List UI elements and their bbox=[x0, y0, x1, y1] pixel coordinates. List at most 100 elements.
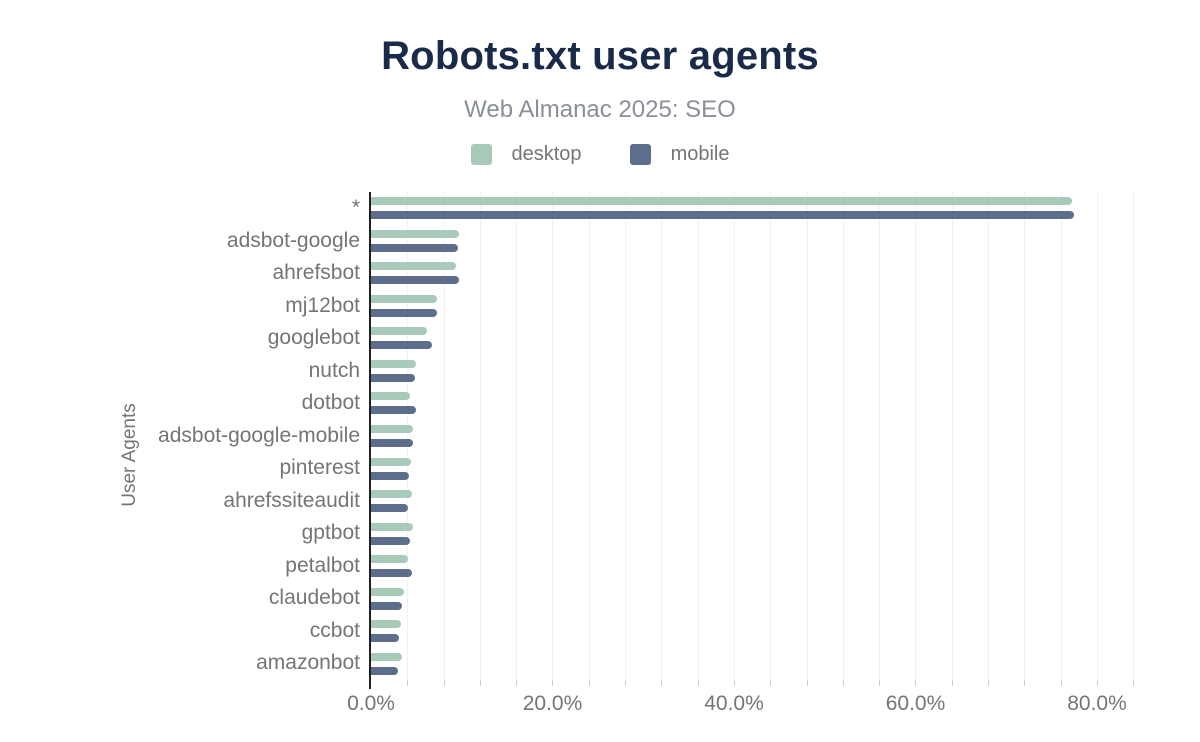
axis-tick bbox=[552, 680, 554, 686]
legend-label-mobile: mobile bbox=[670, 143, 730, 165]
bar-desktop-ahrefsbot bbox=[371, 262, 457, 271]
gridline bbox=[479, 192, 481, 680]
gridline bbox=[552, 192, 554, 680]
category-label: * bbox=[351, 196, 360, 219]
axis-tick bbox=[1133, 680, 1135, 686]
legend-swatch-desktop bbox=[470, 144, 492, 165]
x-tick-label: 20.0% bbox=[522, 692, 583, 715]
bar-mobile-pinterest bbox=[371, 471, 410, 480]
gridline bbox=[588, 192, 590, 680]
bar-desktop-* bbox=[371, 197, 1072, 206]
gridline bbox=[915, 192, 917, 680]
category-label: amazonbot bbox=[256, 651, 360, 675]
gridline bbox=[1024, 192, 1026, 680]
x-tick-label: 40.0% bbox=[704, 692, 764, 715]
gridline bbox=[951, 192, 953, 680]
bar-desktop-amazonbot bbox=[371, 652, 402, 661]
category-label: dotbot bbox=[301, 391, 360, 415]
bar-desktop-gptbot bbox=[371, 522, 413, 531]
legend-swatch-mobile bbox=[629, 144, 651, 165]
bar-mobile-adsbot-google bbox=[371, 243, 459, 252]
gridline bbox=[625, 192, 627, 680]
category-label: claudebot bbox=[268, 586, 360, 610]
axis-tick bbox=[951, 680, 953, 686]
bar-mobile-adsbot-google-mobile bbox=[371, 439, 413, 447]
bar-desktop-ahrefssiteaudit bbox=[371, 490, 412, 499]
gridline bbox=[1096, 192, 1098, 680]
category-label: ahrefsbot bbox=[272, 261, 360, 285]
category-label: ccbot bbox=[309, 618, 360, 642]
category-label: petalbot bbox=[285, 553, 360, 577]
gridline bbox=[443, 192, 445, 680]
bar-mobile-* bbox=[371, 211, 1075, 220]
legend-item-mobile: mobile bbox=[629, 143, 730, 166]
gridline bbox=[516, 192, 518, 680]
category-label: gptbot bbox=[301, 521, 360, 545]
category-label: adsbot-google-mobile bbox=[158, 423, 360, 447]
gridline bbox=[697, 192, 699, 680]
axis-tick bbox=[407, 680, 409, 686]
axis-tick bbox=[516, 680, 518, 686]
bar-mobile-ahrefssiteaudit bbox=[371, 504, 409, 513]
axis-tick bbox=[1060, 680, 1062, 686]
gridline bbox=[1133, 192, 1135, 680]
axis-tick bbox=[625, 680, 627, 686]
axis-tick bbox=[806, 680, 808, 686]
bar-mobile-googlebot bbox=[371, 341, 432, 350]
axis-tick bbox=[479, 680, 481, 686]
bar-desktop-ccbot bbox=[371, 620, 401, 629]
category-label: ahrefssiteaudit bbox=[223, 488, 360, 512]
x-tick-label: 60.0% bbox=[885, 692, 946, 715]
bar-mobile-dotbot bbox=[371, 406, 417, 415]
category-label: googlebot bbox=[267, 326, 360, 350]
bar-desktop-petalbot bbox=[371, 555, 409, 564]
axis-tick bbox=[842, 680, 844, 686]
chart-subtitle: Web Almanac 2025: SEO bbox=[464, 96, 736, 123]
axis-tick bbox=[661, 680, 663, 686]
axis-tick bbox=[588, 680, 590, 686]
category-label: nutch bbox=[308, 358, 360, 382]
gridline bbox=[661, 192, 663, 680]
gridline bbox=[806, 192, 808, 680]
bar-desktop-adsbot-google-mobile bbox=[371, 425, 413, 433]
axis-tick bbox=[770, 680, 772, 686]
bar-mobile-petalbot bbox=[371, 569, 412, 578]
category-label: adsbot-google bbox=[226, 228, 360, 252]
gridline bbox=[988, 192, 990, 680]
plot-area: 0.0% 20.0% 40.0% 60.0% 80.0% bbox=[347, 192, 1146, 715]
chart-title: Robots.txt user agents bbox=[381, 34, 819, 78]
y-axis-line bbox=[369, 192, 371, 689]
bar-desktop-adsbot-google bbox=[371, 229, 460, 238]
bar-mobile-mj12bot bbox=[371, 308, 438, 317]
gridline bbox=[879, 192, 881, 680]
axis-tick bbox=[443, 680, 445, 686]
bar-mobile-amazonbot bbox=[371, 666, 399, 675]
legend-label-desktop: desktop bbox=[511, 143, 582, 165]
bar-mobile-gptbot bbox=[371, 536, 411, 545]
bar-desktop-claudebot bbox=[371, 587, 404, 596]
category-label: pinterest bbox=[279, 456, 360, 480]
category-axis: * adsbot-google ahrefsbot mj12bot googlebot n… bbox=[0, 192, 360, 680]
bar-mobile-nutch bbox=[371, 373, 415, 382]
bar-desktop-pinterest bbox=[371, 457, 411, 466]
gridline bbox=[770, 192, 772, 680]
axis-tick bbox=[879, 680, 881, 686]
gridline bbox=[1060, 192, 1062, 680]
bar-mobile-ahrefsbot bbox=[371, 276, 460, 285]
bar-mobile-ccbot bbox=[371, 634, 400, 643]
gridline bbox=[842, 192, 844, 680]
legend: desktop mobile bbox=[0, 143, 1200, 166]
bar-desktop-mj12bot bbox=[371, 294, 438, 303]
axis-tick bbox=[733, 680, 735, 686]
bar-desktop-dotbot bbox=[371, 392, 411, 401]
bar-mobile-claudebot bbox=[371, 601, 402, 610]
axis-tick bbox=[1096, 680, 1098, 686]
x-tick-label: 0.0% bbox=[347, 692, 395, 715]
axis-tick bbox=[697, 680, 699, 686]
x-tick-label: 80.0% bbox=[1067, 692, 1127, 715]
axis-tick bbox=[1024, 680, 1026, 686]
bar-desktop-nutch bbox=[371, 359, 417, 368]
legend-item-desktop: desktop bbox=[470, 143, 582, 166]
gridline bbox=[407, 192, 409, 680]
category-label: mj12bot bbox=[285, 293, 360, 317]
